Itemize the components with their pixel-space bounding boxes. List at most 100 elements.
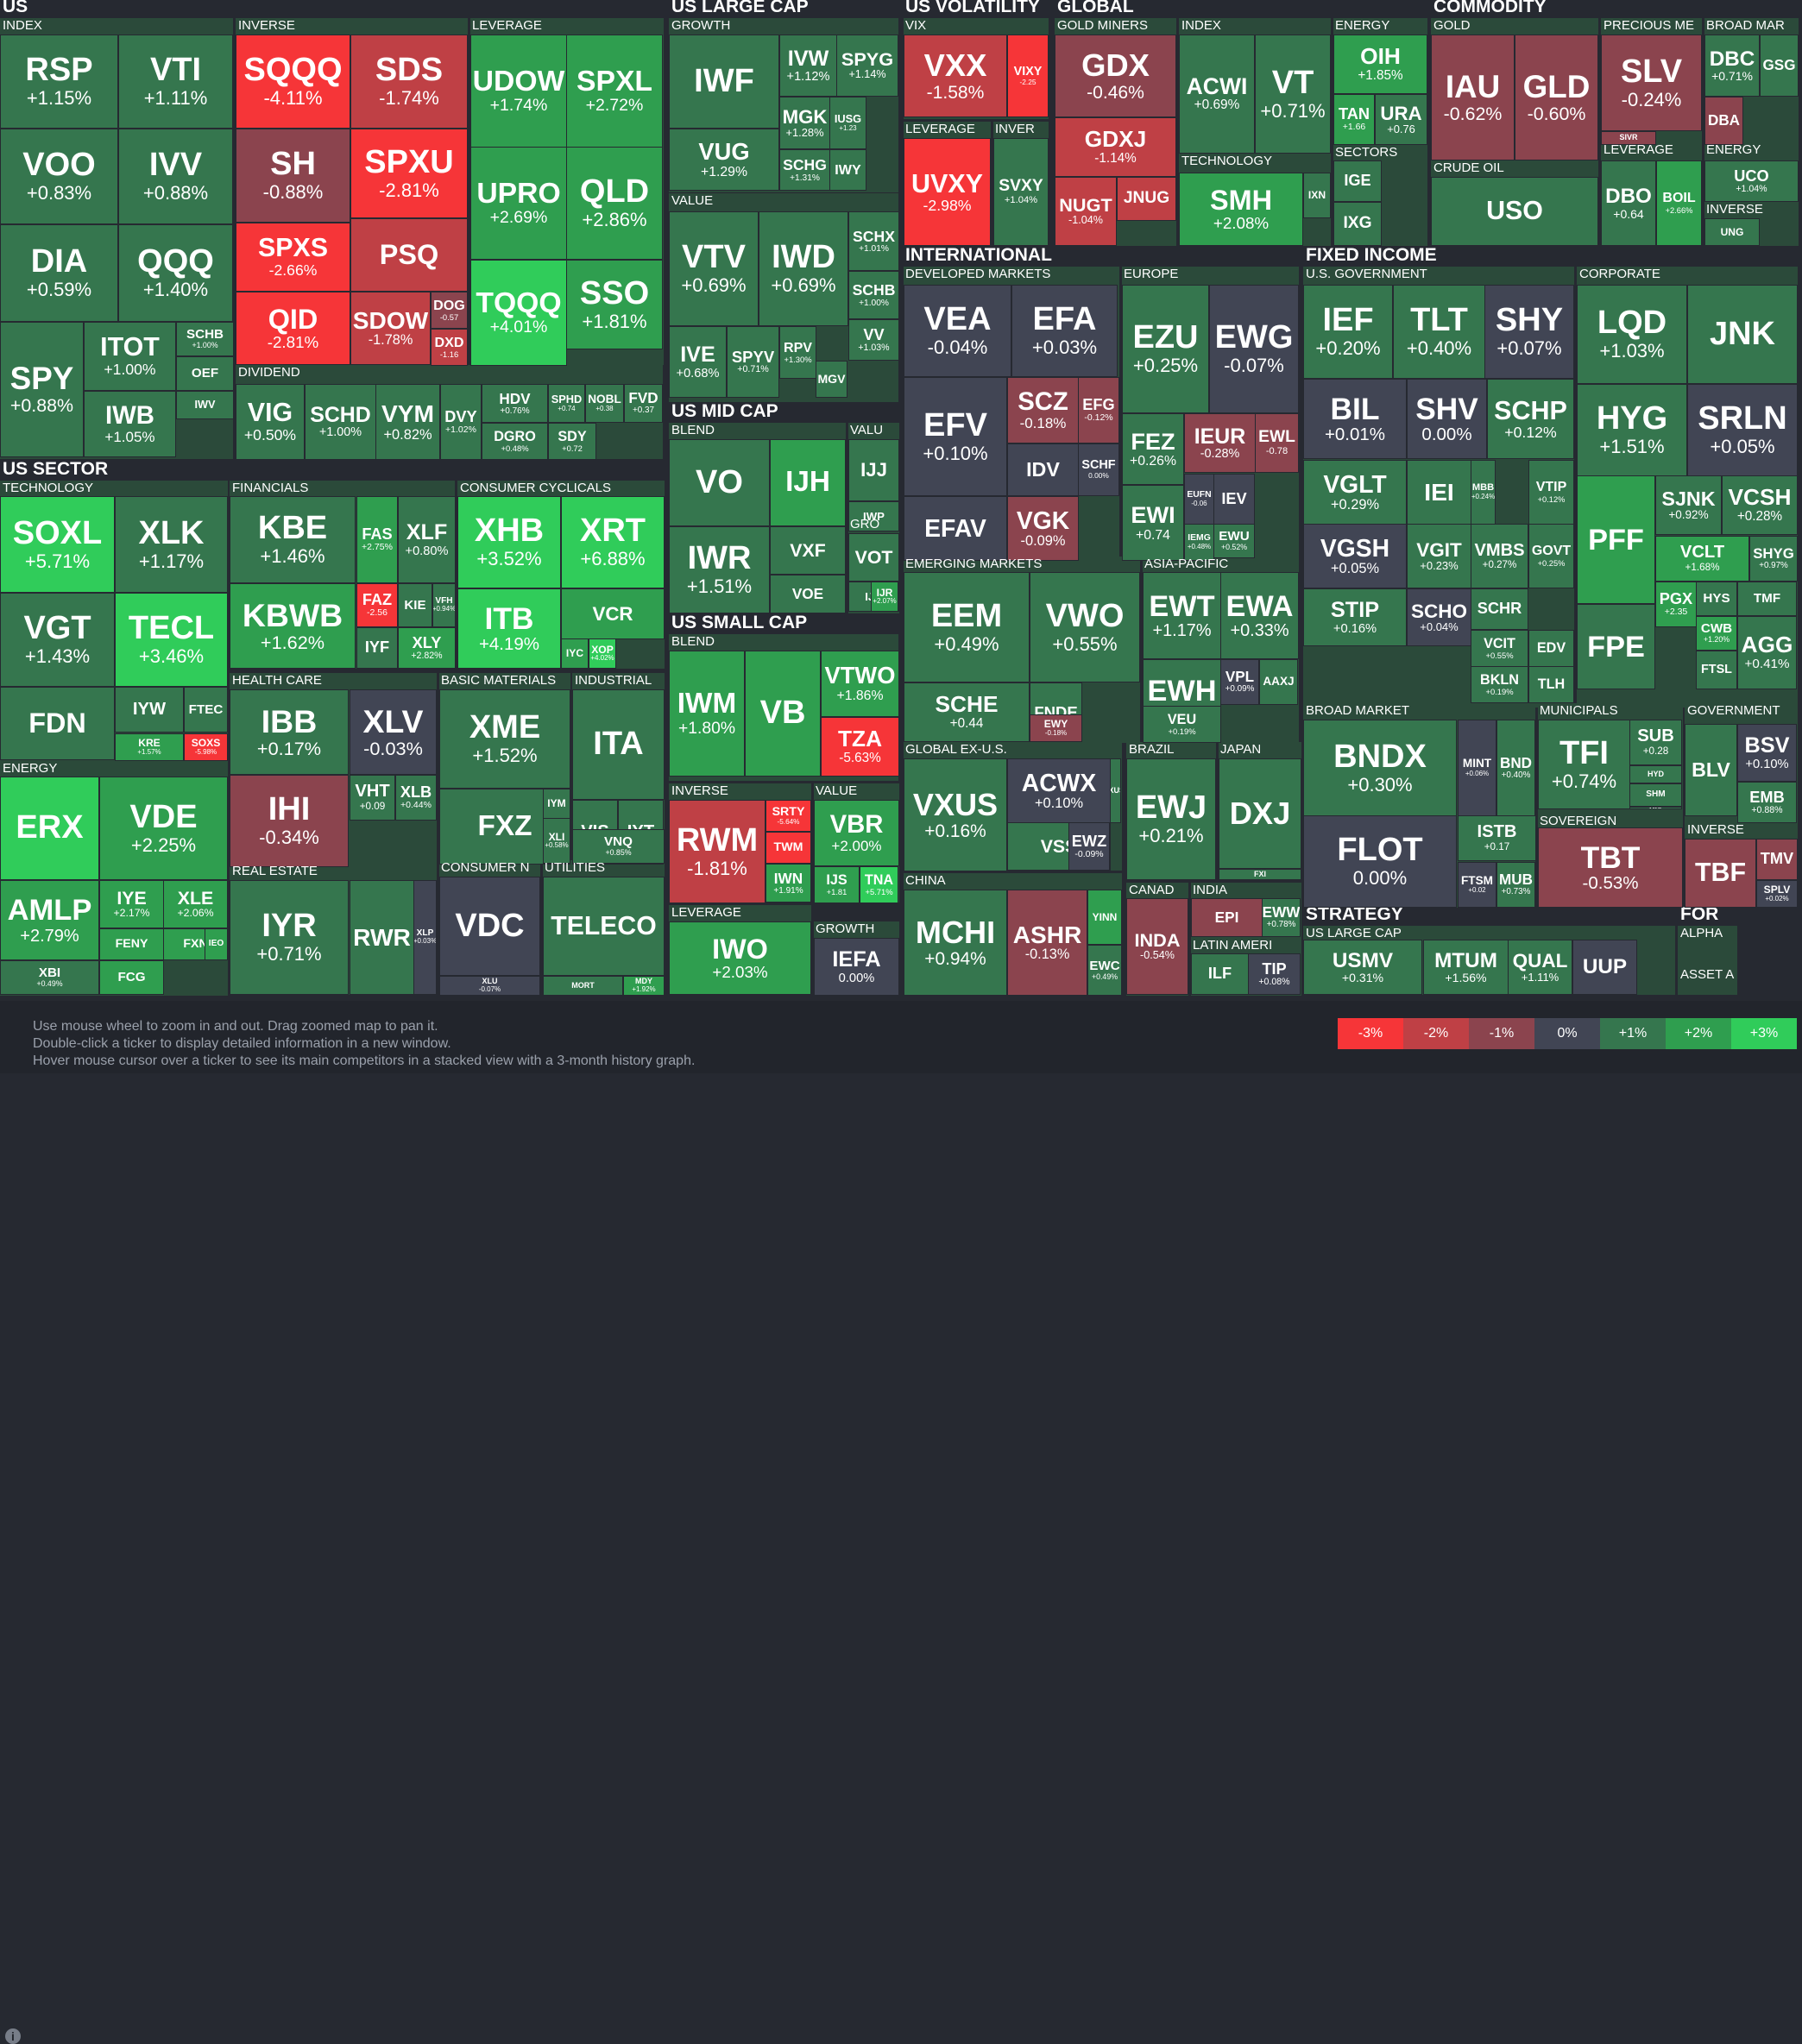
ticker-tile-teleco[interactable]: TELECO	[543, 877, 665, 976]
ticker-tile-vpl[interactable]: VPL +0.09%	[1220, 659, 1259, 705]
ticker-tile-iusg[interactable]: IUSG +1.23	[829, 97, 866, 149]
ticker-tile-spy[interactable]: SPY +0.88%	[0, 322, 84, 457]
ticker-tile-mbb[interactable]: MBB +0.24%	[1471, 460, 1496, 525]
ticker-tile-kbe[interactable]: KBE +1.46%	[230, 496, 356, 583]
ticker-tile-scho[interactable]: SCHO +0.04%	[1407, 588, 1471, 646]
ticker-tile-iwo[interactable]: IWO +2.03%	[669, 921, 811, 995]
ticker-tile-dia[interactable]: DIA +0.59%	[0, 224, 118, 322]
ticker-tile-yinn[interactable]: YINN	[1087, 890, 1122, 945]
ticker-tile-soxs[interactable]: SOXS -5.98%	[184, 733, 228, 761]
ticker-tile-pff[interactable]: PFF	[1577, 475, 1655, 604]
ticker-tile-efav[interactable]: EFAV	[904, 496, 1007, 561]
ticker-tile-xbi[interactable]: XBI +0.49%	[0, 960, 99, 995]
ticker-tile-slv[interactable]: SLV -0.24%	[1601, 35, 1702, 131]
ticker-tile-ewa[interactable]: EWA +0.33%	[1220, 572, 1299, 659]
ticker-tile-ewg[interactable]: EWG -0.07%	[1209, 285, 1299, 413]
ticker-tile-istb[interactable]: ISTB +0.17	[1458, 815, 1536, 861]
ticker-tile-vot[interactable]: VOT	[848, 533, 899, 582]
ticker-tile-stip[interactable]: STIP +0.16%	[1303, 588, 1407, 646]
ticker-tile-feny[interactable]: FENY	[99, 928, 164, 960]
ticker-tile-vcsh[interactable]: VCSH +0.28%	[1722, 475, 1798, 535]
ticker-tile-bil[interactable]: BIL +0.01%	[1303, 379, 1407, 459]
ticker-tile-gdxj[interactable]: GDXJ -1.14%	[1055, 117, 1176, 177]
ticker-tile-nugt[interactable]: NUGT -1.04%	[1055, 177, 1117, 246]
ticker-tile-xop[interactable]: XOP +4.02%	[589, 638, 616, 669]
ticker-tile-schf[interactable]: SCHF 0.00%	[1078, 443, 1119, 496]
ticker-tile-iym[interactable]: IYM	[543, 789, 570, 819]
ticker-tile-sjnk[interactable]: SJNK +0.92%	[1655, 475, 1722, 535]
ticker-tile-sh[interactable]: SH -0.88%	[236, 129, 350, 223]
ticker-tile-tan[interactable]: TAN +1.66	[1333, 94, 1375, 145]
ticker-tile-twm[interactable]: TWM	[766, 832, 811, 864]
ticker-tile-schx[interactable]: SCHX +1.01%	[848, 211, 899, 271]
ticker-tile-bsv[interactable]: BSV +0.10%	[1737, 724, 1797, 782]
ticker-tile-mint[interactable]: MINT +0.06%	[1458, 720, 1496, 816]
ticker-tile-iwr[interactable]: IWR +1.51%	[669, 526, 770, 613]
ticker-tile-nobl[interactable]: NOBL +0.38	[585, 384, 624, 423]
ticker-tile-tbf[interactable]: TBF	[1685, 839, 1756, 908]
ticker-tile-schg[interactable]: SCHG +1.31%	[779, 149, 830, 191]
ticker-tile-eufn[interactable]: EUFN -0.06	[1184, 474, 1214, 525]
ticker-tile-vht[interactable]: VHT +0.09	[350, 775, 395, 821]
ticker-tile-gdx[interactable]: GDX -0.46%	[1055, 35, 1176, 117]
ticker-tile-jnug[interactable]: JNUG	[1117, 177, 1176, 221]
ticker-tile-dbc[interactable]: DBC +0.71%	[1704, 35, 1760, 97]
ticker-tile-dbo[interactable]: DBO +0.64	[1601, 160, 1656, 246]
ticker-tile-ewl[interactable]: EWL -0.78	[1255, 413, 1299, 473]
ticker-tile-gsg[interactable]: GSG	[1760, 35, 1799, 97]
ticker-tile-vcit[interactable]: VCIT +0.55%	[1471, 630, 1528, 667]
ticker-tile-spyv[interactable]: SPYV +0.71%	[727, 326, 779, 398]
ticker-tile-vig[interactable]: VIG +0.50%	[236, 384, 305, 460]
ticker-tile-dxj[interactable]: DXJ	[1219, 758, 1301, 869]
ticker-tile-ewc[interactable]: EWC +0.49%	[1087, 945, 1122, 996]
ticker-tile-gld[interactable]: GLD -0.60%	[1515, 35, 1598, 160]
ticker-tile-jnk[interactable]: JNK	[1687, 285, 1798, 384]
ticker-tile-vbr[interactable]: VBR +2.00%	[814, 800, 899, 866]
ticker-tile-schr[interactable]: SCHR	[1471, 588, 1528, 630]
ticker-tile-vfh[interactable]: VFH +0.94%	[432, 583, 456, 627]
ticker-tile-hys[interactable]: HYS	[1696, 582, 1737, 616]
ticker-tile-srty[interactable]: SRTY -5.64%	[766, 800, 811, 832]
ticker-tile-emb[interactable]: EMB +0.88%	[1737, 782, 1797, 823]
ticker-tile-scz[interactable]: SCZ -0.18%	[1007, 377, 1079, 443]
ticker-tile-mort[interactable]: MORT	[543, 976, 623, 996]
ticker-tile-ftsm[interactable]: FTSM +0.02	[1458, 862, 1496, 908]
ticker-tile-ezu[interactable]: EZU +0.25%	[1122, 285, 1209, 413]
ticker-tile-vt[interactable]: VT +0.71%	[1255, 35, 1331, 154]
ticker-tile-schb[interactable]: SCHB +1.00%	[848, 271, 899, 319]
ticker-tile-vgit[interactable]: VGIT +0.23%	[1407, 524, 1471, 588]
ticker-tile-iwv[interactable]: IWV	[176, 391, 234, 419]
ticker-tile-ijj[interactable]: IJJ	[848, 439, 899, 501]
ticker-tile-ijr[interactable]: IJR +2.07%	[871, 582, 898, 612]
ticker-tile-sds[interactable]: SDS -1.74%	[350, 35, 468, 129]
ticker-tile-ijh[interactable]: IJH	[770, 439, 846, 526]
ticker-tile-ewz[interactable]: EWZ -0.09%	[1068, 822, 1110, 871]
ticker-tile-vtwo[interactable]: VTWO +1.86%	[821, 651, 899, 717]
ticker-tile-fez[interactable]: FEZ +0.26%	[1122, 413, 1184, 485]
ticker-tile-udow[interactable]: UDOW +1.74%	[470, 35, 567, 148]
ticker-tile-iyw[interactable]: IYW	[115, 687, 184, 733]
ticker-tile-iemg[interactable]: IEMG +0.48%	[1184, 524, 1214, 561]
ticker-tile-oih[interactable]: OIH +1.85%	[1333, 35, 1427, 94]
ticker-tile-itb[interactable]: ITB +4.19%	[457, 588, 561, 669]
ticker-tile-iwn[interactable]: IWN +1.91%	[766, 864, 811, 903]
ticker-tile-iye[interactable]: IYE +2.17%	[99, 880, 164, 928]
ticker-tile-ewy[interactable]: EWY -0.18%	[1030, 714, 1082, 742]
ticker-tile-dba[interactable]: DBA	[1704, 97, 1743, 145]
ticker-tile-upro[interactable]: UPRO +2.69%	[470, 147, 567, 260]
ticker-tile-iwb[interactable]: IWB +1.05%	[84, 391, 176, 457]
ticker-tile-sub[interactable]: SUB +0.28	[1629, 720, 1682, 765]
ticker-tile-eww[interactable]: EWW +0.78%	[1262, 898, 1301, 937]
ticker-tile-hyd[interactable]: HYD	[1629, 765, 1682, 783]
ticker-tile-svxy[interactable]: SVXY +1.04%	[993, 138, 1049, 246]
ticker-tile-vgt[interactable]: VGT +1.43%	[0, 593, 115, 687]
ticker-tile-tqqq[interactable]: TQQQ +4.01%	[470, 260, 567, 366]
ticker-tile-mgk[interactable]: MGK +1.28%	[779, 97, 830, 149]
ticker-tile-biv[interactable]: BIV	[1629, 807, 1682, 809]
ticker-tile-tlt[interactable]: TLT +0.40%	[1393, 285, 1485, 379]
ticker-tile-sqqq[interactable]: SQQQ -4.11%	[236, 35, 350, 129]
ticker-tile-ita[interactable]: ITA	[572, 689, 665, 800]
ticker-tile-flot[interactable]: FLOT 0.00%	[1303, 815, 1457, 908]
ticker-tile-uso[interactable]: USO	[1431, 177, 1598, 246]
ticker-tile-vxx[interactable]: VXX -1.58%	[904, 35, 1007, 117]
